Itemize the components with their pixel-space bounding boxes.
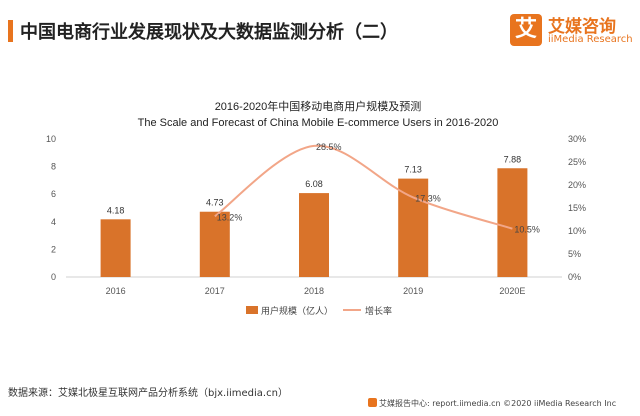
- x-axis-labels: 2016 2017 2018 2019 2020E: [106, 286, 526, 296]
- right-tick-label: 10%: [568, 226, 586, 236]
- legend-label-bar: 用户规模（亿人）: [261, 305, 333, 316]
- x-tick-label: 2016: [106, 286, 126, 296]
- report-icon: [368, 398, 377, 407]
- growth-value-label: 17.3%: [415, 193, 441, 203]
- left-tick-label: 2: [51, 244, 56, 254]
- bar: [199, 211, 230, 277]
- growth-line: [214, 144, 513, 230]
- right-tick-label: 20%: [568, 180, 586, 190]
- bar: [497, 168, 528, 277]
- legend-swatch-bar: [246, 306, 258, 314]
- brand-logo: 艾 艾媒咨询 iiMedia Research: [510, 12, 634, 50]
- logo-name-en: iiMedia Research: [548, 34, 633, 45]
- x-tick-label: 2019: [403, 286, 423, 296]
- data-source: 数据来源：艾媒北极星互联网产品分析系统（bjx.iimedia.cn）: [8, 388, 288, 399]
- right-axis-ticks: 0% 5% 10% 15% 20% 25% 30%: [568, 134, 586, 282]
- bar: [398, 178, 429, 277]
- x-tick-label: 2020E: [499, 286, 525, 296]
- page-title: 中国电商行业发展现状及大数据监测分析（二）: [20, 22, 398, 43]
- growth-labels: 13.2% 28.5% 17.3% 10.5%: [217, 142, 540, 235]
- bar: [100, 219, 131, 277]
- header-accent-bar: [8, 20, 13, 42]
- right-tick-label: 30%: [568, 134, 586, 144]
- chart-subtitle: The Scale and Forecast of China Mobile E…: [138, 117, 499, 129]
- growth-line-series: [214, 144, 513, 230]
- left-axis-ticks: 0 2 4 6 8 10: [46, 134, 56, 282]
- x-tick-label: 2017: [205, 286, 225, 296]
- x-tick-label: 2018: [304, 286, 324, 296]
- bar-value-label: 4.73: [206, 198, 224, 208]
- bar: [299, 193, 329, 277]
- bar-value-label: 4.18: [107, 205, 125, 215]
- legend-label-line: 增长率: [365, 305, 392, 316]
- left-tick-label: 10: [46, 134, 56, 144]
- right-tick-label: 5%: [568, 249, 581, 259]
- logo-name-cn: 艾媒咨询: [548, 17, 616, 37]
- footer-copyright: 艾媒报告中心: report.iimedia.cn ©2020 iiMedia …: [368, 398, 616, 409]
- left-tick-label: 8: [51, 162, 56, 172]
- right-tick-label: 15%: [568, 203, 586, 213]
- bar-value-label: 7.13: [404, 165, 422, 175]
- bar-value-label: 6.08: [305, 179, 323, 189]
- left-tick-label: 4: [51, 217, 56, 227]
- bar-labels: 4.18 4.73 6.08 7.13 7.88: [107, 154, 521, 215]
- left-tick-label: 0: [51, 272, 56, 282]
- bar-value-label: 7.88: [504, 154, 522, 164]
- footer-copyright-text: 艾媒报告中心: report.iimedia.cn ©2020 iiMedia …: [379, 399, 617, 408]
- legend: 用户规模（亿人） 增长率: [246, 305, 392, 316]
- right-tick-label: 25%: [568, 157, 586, 167]
- bar-series: [100, 168, 528, 277]
- growth-value-label: 13.2%: [217, 212, 243, 222]
- logo-mark: 艾: [510, 14, 542, 46]
- growth-value-label: 28.5%: [316, 142, 342, 152]
- left-tick-label: 6: [51, 189, 56, 199]
- growth-value-label: 10.5%: [514, 225, 540, 235]
- right-tick-label: 0%: [568, 272, 581, 282]
- chart-title: 2016-2020年中国移动电商用户规模及预测: [215, 99, 422, 113]
